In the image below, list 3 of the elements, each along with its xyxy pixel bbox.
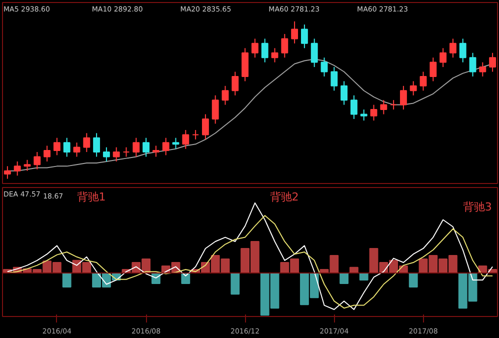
annotation: 背驰1 bbox=[76, 190, 106, 204]
annotation: 背驰2 bbox=[270, 190, 299, 204]
annotation: 背驰3 bbox=[462, 200, 492, 214]
